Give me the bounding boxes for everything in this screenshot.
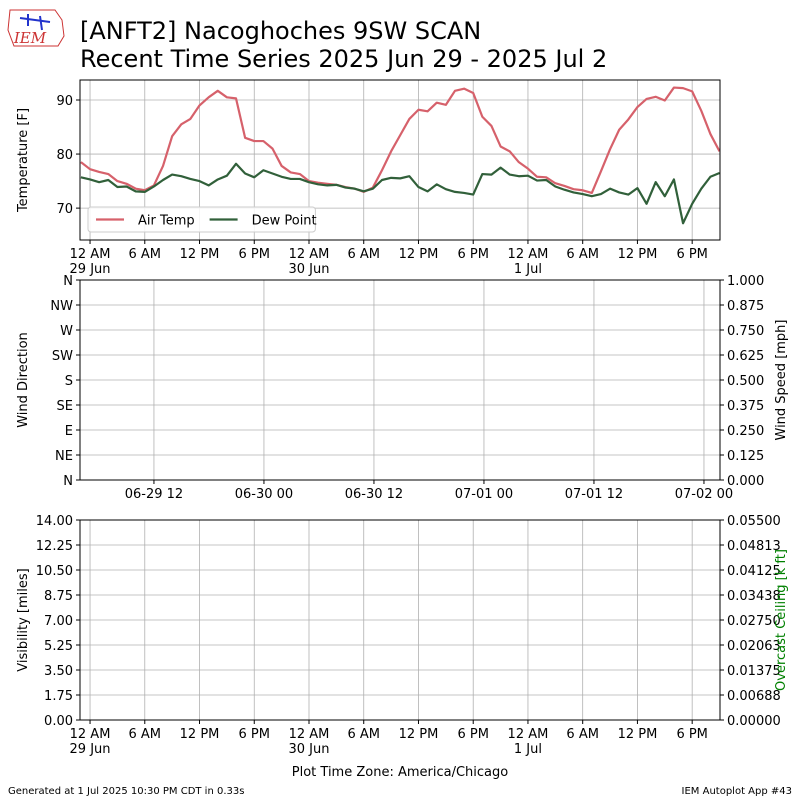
axes-frame bbox=[79, 279, 721, 481]
y2-tick-label: 0.250 bbox=[727, 424, 764, 439]
y-tick-label: 5.25 bbox=[44, 639, 73, 654]
x-tick-label: 6 PM bbox=[457, 247, 488, 262]
y-tick-label: NE bbox=[55, 449, 73, 464]
x-tick-label: 12 AM 1 Jul bbox=[508, 727, 549, 757]
y-axis-label: Visibility [miles] bbox=[16, 568, 31, 671]
x-tick-label: 6 AM bbox=[347, 247, 380, 262]
y2-tick-label: 0.375 bbox=[727, 399, 764, 414]
x-axis-label: Plot Time Zone: America/Chicago bbox=[292, 765, 508, 780]
x-tick-label: 12 AM 29 Jun bbox=[70, 247, 111, 277]
panel: 12 AM 29 Jun 6 AM 12 PM 6 PM 12 AM 30 Jun 6 AM 1… bbox=[16, 514, 789, 780]
y-tick-label: S bbox=[65, 374, 73, 389]
y-tick-label: 90 bbox=[56, 94, 73, 109]
footer-left: Generated at 1 Jul 2025 10:30 PM CDT in … bbox=[8, 786, 244, 797]
x-tick-label: 6 PM bbox=[239, 247, 270, 262]
x-tick-label: 6 PM bbox=[239, 727, 270, 742]
y-tick-label: 8.75 bbox=[44, 589, 73, 604]
y-tick-label: 0.00 bbox=[44, 714, 73, 729]
y-tick-label: SW bbox=[52, 349, 73, 364]
legend-box bbox=[87, 206, 316, 233]
y2-tick-label: 0.00688 bbox=[727, 689, 781, 704]
y-tick-label: 80 bbox=[56, 148, 73, 163]
x-tick-label: 06-30 12 bbox=[345, 487, 403, 502]
x-tick-label: 06-30 00 bbox=[235, 487, 293, 502]
y2-tick-label: 0.500 bbox=[727, 374, 764, 389]
x-tick-label: 07-01 12 bbox=[565, 487, 623, 502]
y2-tick-label: 0.750 bbox=[727, 324, 764, 339]
logo-mark bbox=[19, 14, 51, 31]
x-tick-label: 07-02 00 bbox=[675, 487, 733, 502]
y2-tick-label: 0.01375 bbox=[727, 664, 781, 679]
y2-tick-label: 0.00000 bbox=[727, 714, 781, 729]
x-tick-label: 12 PM bbox=[399, 727, 439, 742]
y2-tick-label: 0.05500 bbox=[727, 514, 781, 529]
x-tick-label: 12 AM 1 Jul bbox=[508, 247, 549, 277]
x-tick-label: 12 PM bbox=[618, 727, 658, 742]
series-line bbox=[80, 162, 720, 225]
x-tick-label: 6 AM bbox=[566, 247, 599, 262]
x-tick-label: 12 AM 30 Jun bbox=[288, 727, 329, 757]
x-tick-label: 12 AM 29 Jun bbox=[70, 727, 111, 757]
y2-axis-label: Wind Speed [mph] bbox=[774, 320, 789, 441]
x-tick-label: 6 AM bbox=[347, 727, 380, 742]
y-tick-label: 70 bbox=[56, 202, 73, 217]
y-tick-label: W bbox=[60, 324, 73, 339]
x-tick-label: 6 AM bbox=[129, 727, 162, 742]
x-tick-label: 12 PM bbox=[180, 247, 220, 262]
y-tick-label: 14.00 bbox=[36, 514, 73, 529]
x-tick-label: 07-01 00 bbox=[455, 487, 513, 502]
title-line: Recent Time Series 2025 Jun 29 - 2025 Ju… bbox=[80, 45, 607, 73]
y2-tick-label: 0.03438 bbox=[727, 589, 781, 604]
legend-label: Air Temp bbox=[138, 214, 195, 229]
y2-tick-label: 0.04125 bbox=[727, 564, 781, 579]
y-tick-label: 12.25 bbox=[36, 539, 73, 554]
y-tick-label: NW bbox=[50, 299, 73, 314]
y2-tick-label: 0.000 bbox=[727, 474, 764, 489]
x-tick-label: 6 AM bbox=[566, 727, 599, 742]
x-tick-label: 12 PM bbox=[180, 727, 220, 742]
series-line bbox=[80, 86, 720, 195]
y-tick-label: E bbox=[65, 424, 73, 439]
footer-right: IEM Autoplot App #43 bbox=[682, 786, 792, 797]
x-tick-label: 6 PM bbox=[676, 727, 707, 742]
axes-frame bbox=[79, 519, 721, 721]
y-tick-label: 7.00 bbox=[44, 614, 73, 629]
data-layer bbox=[80, 86, 720, 225]
y2-tick-label: 0.04813 bbox=[727, 539, 781, 554]
axes-frame bbox=[79, 79, 721, 241]
legend-label: Dew Point bbox=[252, 214, 317, 229]
x-tick-label: 06-29 12 bbox=[125, 487, 183, 502]
y2-axis-label: Overcast Ceiling [k ft] bbox=[774, 549, 789, 691]
title-line: [ANFT2] Nacoghoches 9SW SCAN bbox=[80, 17, 481, 45]
y2-tick-label: 0.125 bbox=[727, 449, 764, 464]
x-tick-label: 6 PM bbox=[457, 727, 488, 742]
panel: 06-29 12 06-30 00 06-30 12 07-01 00 07-01 12… bbox=[16, 274, 789, 502]
y-tick-label: N bbox=[63, 474, 73, 489]
x-tick-label: 6 AM bbox=[129, 247, 162, 262]
y-tick-label: 3.50 bbox=[44, 664, 73, 679]
legend: Air Temp Dew Point bbox=[87, 206, 317, 233]
y2-tick-label: 0.02063 bbox=[727, 639, 781, 654]
y2-tick-label: 0.875 bbox=[727, 299, 764, 314]
x-tick-label: 12 PM bbox=[618, 247, 658, 262]
panel: 12 AM 29 Jun 6 AM 12 PM 6 PM 12 AM 30 Jun 6 AM 1… bbox=[16, 79, 721, 277]
y2-tick-label: 0.625 bbox=[727, 349, 764, 364]
x-tick-label: 12 AM 30 Jun bbox=[288, 247, 329, 277]
logo-text: IEM bbox=[13, 29, 47, 47]
y2-tick-label: 1.000 bbox=[727, 274, 764, 289]
x-tick-label: 6 PM bbox=[676, 247, 707, 262]
y-tick-label: SE bbox=[57, 399, 73, 414]
y2-tick-label: 0.02750 bbox=[727, 614, 781, 629]
y-tick-label: 10.50 bbox=[36, 564, 73, 579]
x-tick-label: 12 PM bbox=[399, 247, 439, 262]
y-tick-label: 1.75 bbox=[44, 689, 73, 704]
y-axis-label: Temperature [F] bbox=[16, 108, 31, 213]
y-axis-label: Wind Direction bbox=[16, 332, 31, 428]
logo: IEM bbox=[7, 9, 65, 47]
y-tick-label: N bbox=[63, 274, 73, 289]
